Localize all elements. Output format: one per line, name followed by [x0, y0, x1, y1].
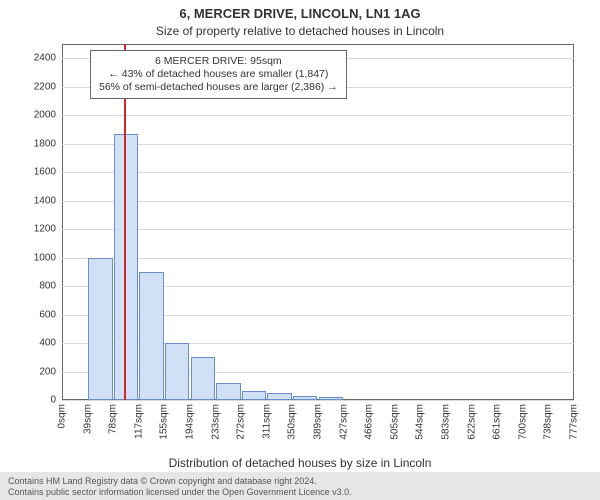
- x-tick-label: 350sqm: [287, 404, 298, 440]
- x-tick-label: 117sqm: [133, 404, 144, 439]
- y-tick-label: 1600: [34, 167, 56, 178]
- y-gridline: [62, 400, 574, 401]
- chart-subtitle: Size of property relative to detached ho…: [0, 24, 600, 38]
- y-gridline: [62, 258, 574, 259]
- x-tick-label: 194sqm: [185, 404, 196, 440]
- y-tick-label: 2000: [34, 110, 56, 121]
- histogram-bar: [139, 272, 163, 400]
- histogram-bar: [319, 397, 343, 400]
- x-tick-label: 738sqm: [543, 404, 554, 440]
- x-tick-label: 155sqm: [159, 404, 170, 440]
- x-tick-label: 39sqm: [82, 404, 93, 434]
- x-tick-label: 661sqm: [492, 404, 503, 440]
- y-tick-label: 200: [39, 366, 56, 377]
- y-gridline: [62, 201, 574, 202]
- y-gridline: [62, 144, 574, 145]
- y-tick-label: 400: [39, 338, 56, 349]
- x-tick-label: 272sqm: [236, 404, 247, 440]
- histogram-bar: [293, 396, 317, 400]
- y-tick-label: 1200: [34, 224, 56, 235]
- annotation-line: ← 43% of detached houses are smaller (1,…: [99, 68, 338, 81]
- annotation-box: 6 MERCER DRIVE: 95sqm← 43% of detached h…: [90, 50, 347, 99]
- y-tick-label: 600: [39, 309, 56, 320]
- x-tick-label: 777sqm: [569, 404, 580, 440]
- x-tick-label: 78sqm: [108, 404, 119, 434]
- annotation-line: 56% of semi-detached houses are larger (…: [99, 81, 338, 94]
- x-tick-label: 583sqm: [441, 404, 452, 440]
- histogram-bar: [216, 383, 240, 400]
- footer-line: Contains HM Land Registry data © Crown c…: [8, 476, 592, 487]
- x-tick-label: 700sqm: [517, 404, 528, 440]
- x-tick-label: 622sqm: [466, 404, 477, 440]
- y-tick-label: 2200: [34, 81, 56, 92]
- y-gridline: [62, 115, 574, 116]
- x-tick-label: 311sqm: [261, 404, 272, 439]
- x-tick-label: 427sqm: [338, 404, 349, 440]
- x-tick-label: 505sqm: [389, 404, 400, 440]
- y-tick-label: 2400: [34, 53, 56, 64]
- histogram-bar: [267, 393, 291, 400]
- footer-line: Contains public sector information licen…: [8, 487, 592, 498]
- annotation-line: 6 MERCER DRIVE: 95sqm: [99, 55, 338, 68]
- footer-attribution: Contains HM Land Registry data © Crown c…: [0, 472, 600, 500]
- y-gridline: [62, 229, 574, 230]
- histogram-bar: [191, 357, 215, 400]
- histogram-bar: [242, 391, 266, 400]
- y-tick-label: 800: [39, 281, 56, 292]
- x-tick-label: 389sqm: [313, 404, 324, 440]
- y-tick-label: 1000: [34, 252, 56, 263]
- histogram-bar: [165, 343, 189, 400]
- y-tick-label: 1800: [34, 138, 56, 149]
- x-tick-label: 466sqm: [364, 404, 375, 440]
- y-tick-label: 1400: [34, 195, 56, 206]
- chart-container: 6, MERCER DRIVE, LINCOLN, LN1 1AG Size o…: [0, 0, 600, 500]
- x-tick-label: 0sqm: [57, 404, 68, 428]
- y-tick-label: 0: [50, 395, 56, 406]
- chart-title: 6, MERCER DRIVE, LINCOLN, LN1 1AG: [0, 6, 600, 21]
- y-gridline: [62, 172, 574, 173]
- x-tick-label: 544sqm: [415, 404, 426, 440]
- x-axis-label: Distribution of detached houses by size …: [0, 456, 600, 470]
- x-tick-label: 233sqm: [210, 404, 221, 440]
- histogram-bar: [88, 258, 112, 400]
